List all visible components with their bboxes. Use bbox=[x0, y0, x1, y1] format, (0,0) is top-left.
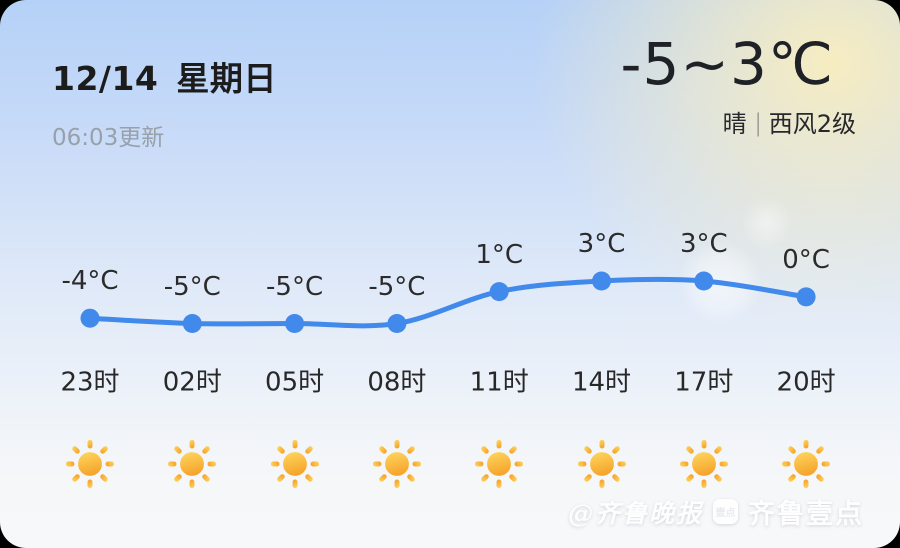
sun-glyph bbox=[577, 439, 626, 489]
sun-glyph bbox=[475, 439, 524, 489]
time-label: 17时 bbox=[674, 367, 734, 398]
temp-label: -5°C bbox=[266, 271, 324, 302]
sunny-icon bbox=[472, 437, 526, 491]
data-point bbox=[285, 314, 305, 333]
condition: 晴 bbox=[722, 109, 747, 138]
date-title: 12/14 星期日 bbox=[52, 52, 277, 100]
data-point bbox=[489, 282, 509, 302]
data-point bbox=[387, 314, 407, 333]
condition-wind: 晴 | 西风2级 bbox=[621, 104, 856, 139]
temp-range: -5~3℃ bbox=[620, 30, 834, 98]
sunny-icon bbox=[677, 437, 731, 491]
watermark: @齐鲁晚报 壹点 齐鲁壹点 bbox=[568, 492, 864, 531]
watermark-brand: 齐鲁壹点 bbox=[748, 499, 864, 530]
sun-glyph bbox=[679, 439, 728, 489]
data-point bbox=[796, 287, 816, 307]
sun-glyph bbox=[372, 439, 421, 489]
time-label: 05时 bbox=[265, 367, 325, 398]
temp-label: -5°C bbox=[368, 271, 426, 302]
watermark-logo-text: @齐鲁晚报 bbox=[567, 498, 703, 528]
temp-label: 3°C bbox=[679, 229, 728, 259]
date: 12/14 bbox=[52, 59, 159, 98]
sun-glyph bbox=[782, 439, 831, 489]
time-label: 14时 bbox=[571, 367, 632, 398]
header-right: -5~3℃ 晴 | 西风2级 bbox=[620, 30, 856, 139]
time-label: 02时 bbox=[162, 367, 222, 398]
sunny-icon bbox=[165, 437, 219, 491]
temp-label: 1°C bbox=[475, 239, 524, 270]
data-point bbox=[80, 308, 100, 328]
sun-glyph bbox=[168, 439, 217, 489]
time-label: 11时 bbox=[469, 367, 529, 398]
time-label: 20时 bbox=[776, 367, 836, 398]
sun-glyph bbox=[270, 439, 319, 489]
time-label: 23时 bbox=[60, 367, 120, 398]
temp-label: -5°C bbox=[163, 271, 221, 302]
sunny-icon bbox=[63, 437, 117, 491]
sunny-icon bbox=[779, 437, 833, 491]
data-point bbox=[694, 271, 714, 291]
temperature-curve bbox=[87, 276, 809, 329]
yidian-badge-icon: 壹点 bbox=[713, 499, 738, 524]
wind: 西风2级 bbox=[768, 109, 856, 138]
temp-label: -4°C bbox=[61, 266, 119, 297]
data-point bbox=[592, 271, 611, 291]
sunny-icon bbox=[575, 437, 629, 491]
weekday: 星期日 bbox=[176, 59, 277, 98]
sun-glyph bbox=[65, 439, 115, 489]
update-time: 06:03更新 bbox=[52, 125, 165, 151]
temp-label: 3°C bbox=[577, 229, 626, 259]
time-label: 08时 bbox=[367, 367, 427, 398]
temp-label: 0°C bbox=[782, 244, 830, 275]
data-point bbox=[182, 314, 202, 333]
sunny-icon bbox=[268, 437, 322, 491]
sunny-icon bbox=[370, 437, 424, 491]
separator: | bbox=[755, 108, 761, 137]
header-left: 12/14 星期日 06:03更新 bbox=[52, 52, 277, 152]
